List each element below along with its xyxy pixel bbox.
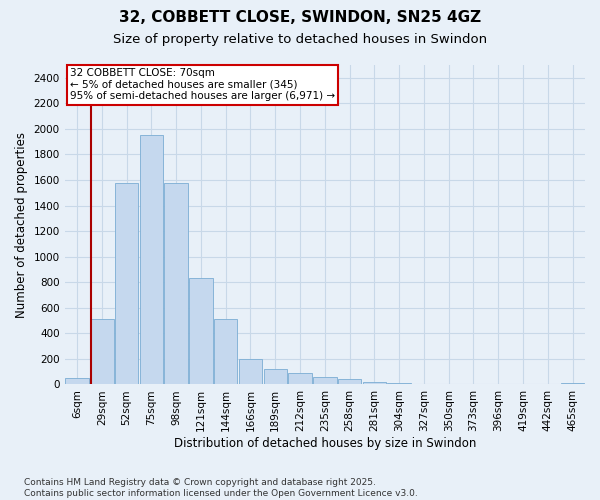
Bar <box>90 320 113 384</box>
Bar <box>65 378 89 384</box>
Bar <box>189 278 213 384</box>
Bar <box>313 378 337 384</box>
Y-axis label: Number of detached properties: Number of detached properties <box>15 132 28 318</box>
X-axis label: Distribution of detached houses by size in Swindon: Distribution of detached houses by size … <box>173 437 476 450</box>
Bar <box>288 373 312 384</box>
Bar <box>263 369 287 384</box>
Text: 32 COBBETT CLOSE: 70sqm
← 5% of detached houses are smaller (345)
95% of semi-de: 32 COBBETT CLOSE: 70sqm ← 5% of detached… <box>70 68 335 102</box>
Bar <box>239 359 262 384</box>
Bar <box>140 136 163 384</box>
Bar <box>561 383 584 384</box>
Bar <box>214 320 238 384</box>
Bar <box>164 182 188 384</box>
Bar <box>388 383 411 384</box>
Bar <box>115 182 139 384</box>
Text: 32, COBBETT CLOSE, SWINDON, SN25 4GZ: 32, COBBETT CLOSE, SWINDON, SN25 4GZ <box>119 10 481 25</box>
Bar <box>362 382 386 384</box>
Bar <box>338 378 361 384</box>
Text: Size of property relative to detached houses in Swindon: Size of property relative to detached ho… <box>113 32 487 46</box>
Text: Contains HM Land Registry data © Crown copyright and database right 2025.
Contai: Contains HM Land Registry data © Crown c… <box>24 478 418 498</box>
